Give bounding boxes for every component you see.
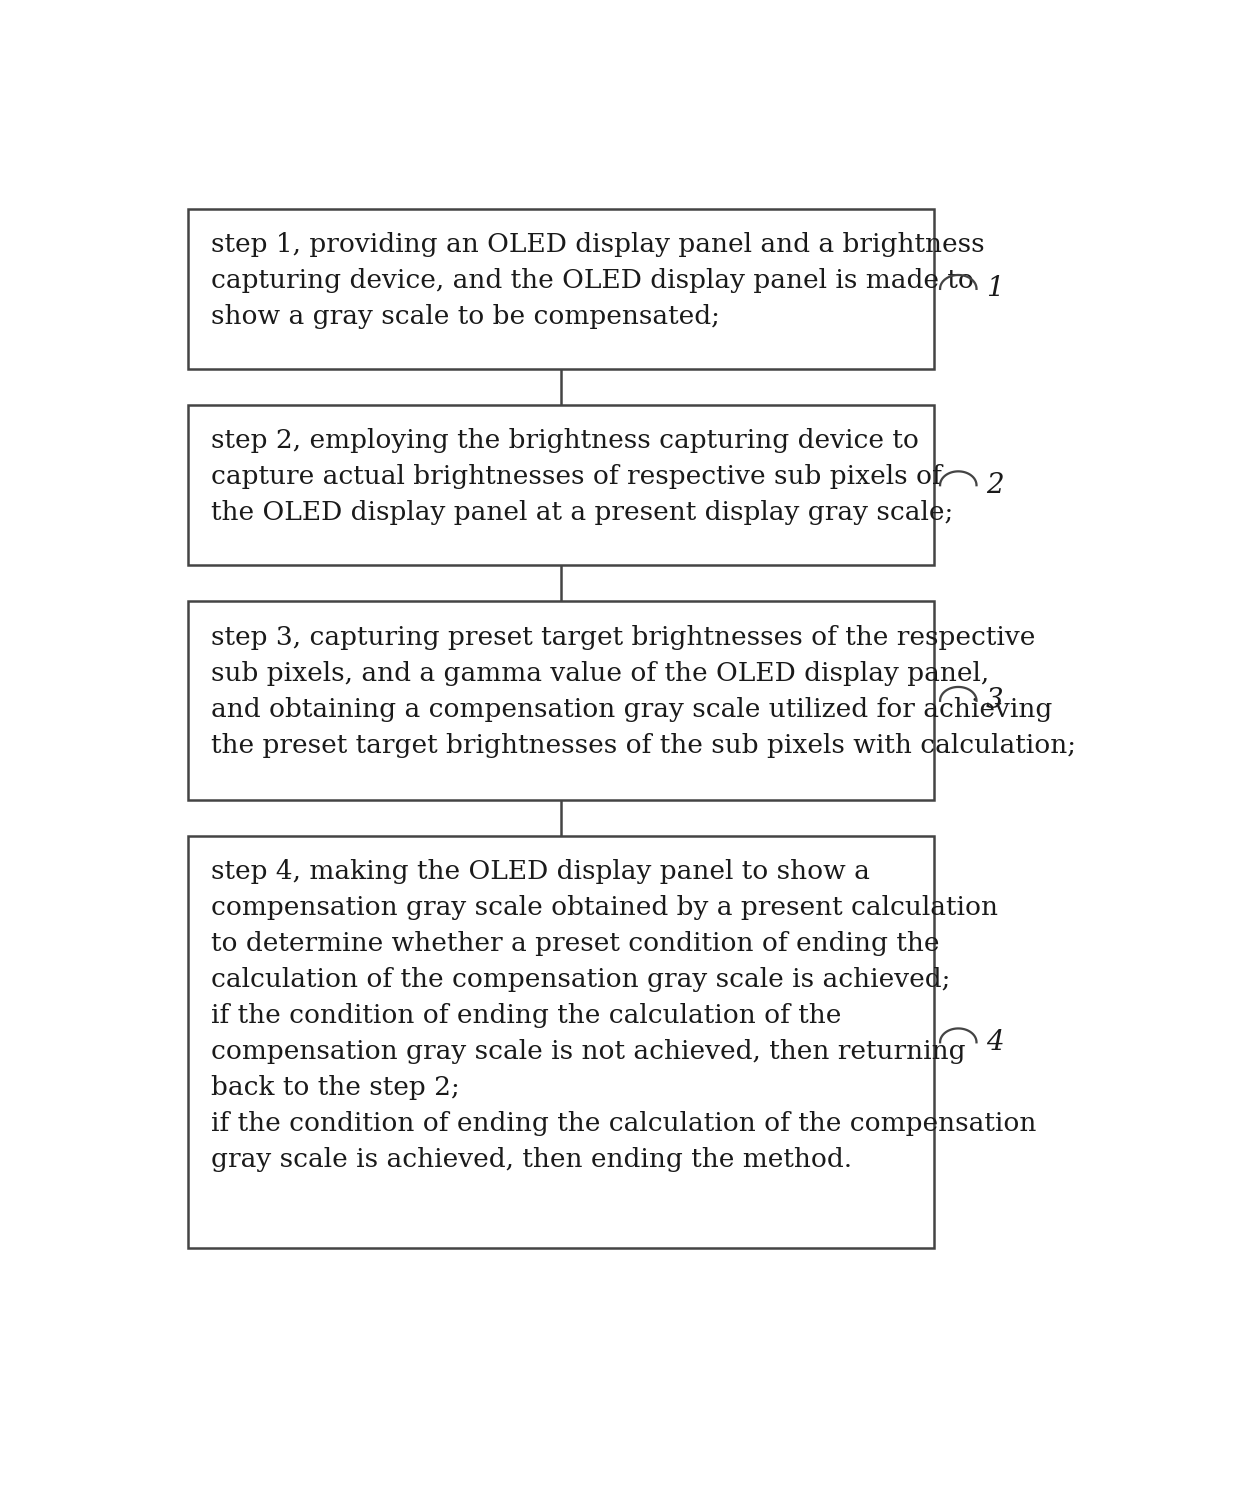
Text: 3: 3 [986,687,1003,714]
Bar [187,209,934,370]
Text: 1: 1 [986,275,1003,302]
Bar [187,405,934,565]
Text: step 4, making the OLED display panel to show a
compensation gray scale obtained: step 4, making the OLED display panel to… [211,859,1037,1173]
Text: 4: 4 [986,1029,1003,1056]
Text: step 2, employing the brightness capturing device to
capture actual brightnesses: step 2, employing the brightness capturi… [211,428,954,525]
Bar [187,601,934,800]
Text: 2: 2 [986,471,1003,498]
Text: step 1, providing an OLED display panel and a brightness
capturing device, and t: step 1, providing an OLED display panel … [211,232,985,329]
Bar [187,836,934,1248]
Text: step 3, capturing preset target brightnesses of the respective
sub pixels, and a: step 3, capturing preset target brightne… [211,625,1076,757]
